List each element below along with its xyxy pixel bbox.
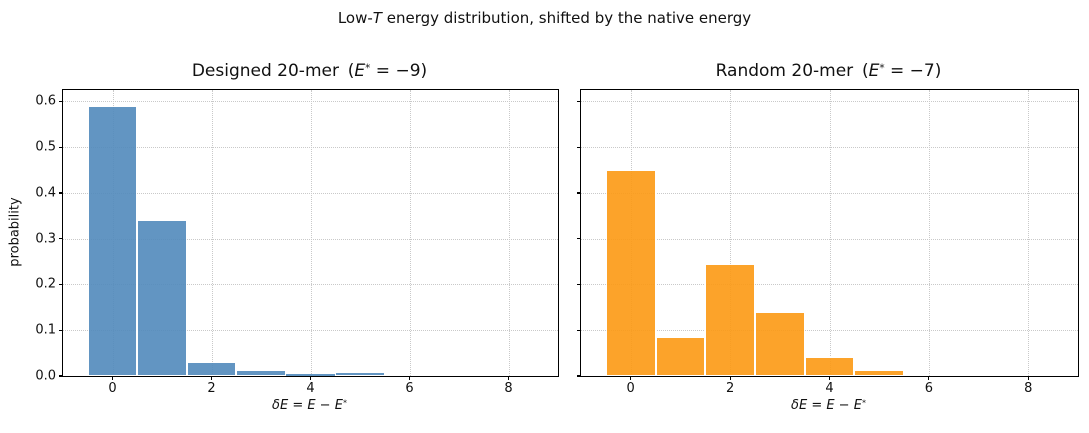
x-tick-mark bbox=[507, 376, 510, 380]
x-tick-mark bbox=[828, 376, 831, 380]
title-text: = −7) bbox=[884, 61, 942, 81]
histogram-bar bbox=[605, 170, 656, 376]
y-gridline bbox=[63, 238, 558, 240]
plot-area-right: 0 2 4 6 8 bbox=[577, 89, 1079, 396]
histogram-bar bbox=[655, 337, 706, 376]
x-tick-label: 2 bbox=[207, 381, 216, 396]
x-tick-mark bbox=[729, 376, 731, 380]
x-tick-mark bbox=[111, 376, 114, 380]
x-tick-mark bbox=[210, 376, 213, 380]
x-tick-mark bbox=[1027, 376, 1029, 380]
x-tick-label: 0 bbox=[626, 381, 635, 396]
y-tick-mark bbox=[59, 329, 63, 331]
title-var: E bbox=[354, 61, 366, 81]
plot-area-left: 0 2 4 6 8 0.0 0.1 0.2 0.3 0.4 0.5 0.6 bbox=[35, 89, 559, 396]
y-tick-mark bbox=[577, 100, 581, 103]
x-gridline bbox=[730, 90, 732, 376]
y-tick-mark bbox=[59, 375, 63, 377]
y-axis-label: probability bbox=[7, 197, 23, 267]
x-gridline bbox=[409, 90, 411, 376]
histogram-bar bbox=[236, 370, 286, 376]
y-tick-mark bbox=[577, 283, 581, 286]
y-tick-label: 0.4 bbox=[35, 185, 56, 201]
title-sup: * bbox=[365, 62, 371, 75]
title-text: Random 20-mer ( bbox=[715, 61, 869, 81]
histogram-bar bbox=[754, 311, 805, 376]
x-tick-label: 2 bbox=[725, 381, 735, 396]
x-tick-mark bbox=[309, 376, 312, 380]
x-tick-label: 8 bbox=[504, 381, 513, 396]
title-text: = −9) bbox=[370, 61, 428, 81]
histogram-bar bbox=[87, 106, 138, 376]
y-tick-mark bbox=[577, 192, 581, 194]
x-tick-label: 6 bbox=[924, 381, 934, 396]
y-tick-mark bbox=[577, 146, 581, 148]
figure-title-pre: Low- bbox=[337, 9, 373, 27]
x-tick-mark bbox=[408, 376, 411, 380]
y-tick-mark bbox=[59, 100, 63, 103]
y-gridline bbox=[63, 330, 558, 332]
x-tick-label: 8 bbox=[1024, 381, 1033, 396]
x-tick-label: 4 bbox=[825, 381, 834, 396]
y-tick-mark bbox=[577, 375, 581, 377]
y-tick-label: 0.5 bbox=[35, 139, 56, 155]
y-tick-label: 0.3 bbox=[35, 231, 56, 247]
y-tick-label: 0.6 bbox=[35, 93, 56, 109]
x-tick-mark bbox=[928, 376, 930, 380]
histogram-bar bbox=[186, 362, 237, 376]
x-axis-label-right: δE = E − E* bbox=[580, 398, 1077, 413]
y-tick-mark bbox=[577, 238, 581, 240]
y-gridline bbox=[63, 101, 558, 103]
figure-title-post: energy distribution, shifted by the nati… bbox=[381, 9, 752, 27]
xlabel-text: δE = E − E bbox=[791, 398, 862, 413]
y-tick-label: 0.2 bbox=[35, 276, 56, 292]
y-gridline bbox=[63, 147, 558, 149]
x-tick-label: 0 bbox=[108, 381, 117, 396]
y-gridline bbox=[581, 238, 1078, 240]
y-tick-label: 0.1 bbox=[35, 322, 56, 338]
x-gridline bbox=[829, 90, 831, 376]
y-tick-mark bbox=[59, 238, 63, 240]
title-var: E bbox=[868, 61, 880, 81]
y-gridline bbox=[63, 192, 558, 194]
x-axis-label-left: δE = E − E* bbox=[62, 398, 557, 413]
figure-title-italic: T bbox=[372, 9, 382, 27]
y-gridline bbox=[581, 101, 1078, 103]
y-tick-mark bbox=[59, 283, 63, 286]
y-gridline bbox=[581, 192, 1078, 194]
histogram-bar bbox=[705, 263, 755, 376]
xlabel-sup: * bbox=[861, 398, 866, 408]
x-gridline bbox=[928, 90, 930, 376]
y-gridline bbox=[581, 147, 1078, 149]
y-tick-mark bbox=[577, 329, 581, 331]
x-gridline bbox=[1028, 90, 1030, 376]
histogram-bar bbox=[854, 370, 905, 376]
y-tick-mark bbox=[59, 192, 63, 194]
histogram-bar bbox=[335, 371, 385, 376]
figure-title: Low-T energy distribution, shifted by th… bbox=[0, 9, 1089, 27]
y-tick-label: 0.0 bbox=[35, 368, 56, 384]
xlabel-sup: * bbox=[342, 398, 347, 408]
xlabel-text: δE = E − E bbox=[272, 398, 343, 413]
x-tick-label: 4 bbox=[306, 381, 315, 396]
x-tick-label: 6 bbox=[405, 381, 414, 396]
x-gridline bbox=[211, 90, 213, 376]
title-sup: * bbox=[879, 62, 885, 75]
x-gridline bbox=[508, 90, 510, 376]
y-gridline bbox=[581, 284, 1078, 286]
histogram-bar bbox=[137, 220, 187, 376]
histogram-bar bbox=[804, 357, 855, 376]
histogram-bar bbox=[285, 374, 336, 376]
left-subplot-title: Designed 20-mer (E* = −9) bbox=[62, 61, 557, 81]
x-tick-mark bbox=[630, 376, 632, 380]
y-tick-mark bbox=[59, 146, 63, 148]
y-gridline bbox=[581, 330, 1078, 332]
right-subplot-title: Random 20-mer (E* = −7) bbox=[580, 61, 1077, 81]
x-gridline bbox=[310, 90, 312, 376]
y-gridline bbox=[63, 284, 558, 286]
title-text: Designed 20-mer ( bbox=[191, 61, 355, 81]
